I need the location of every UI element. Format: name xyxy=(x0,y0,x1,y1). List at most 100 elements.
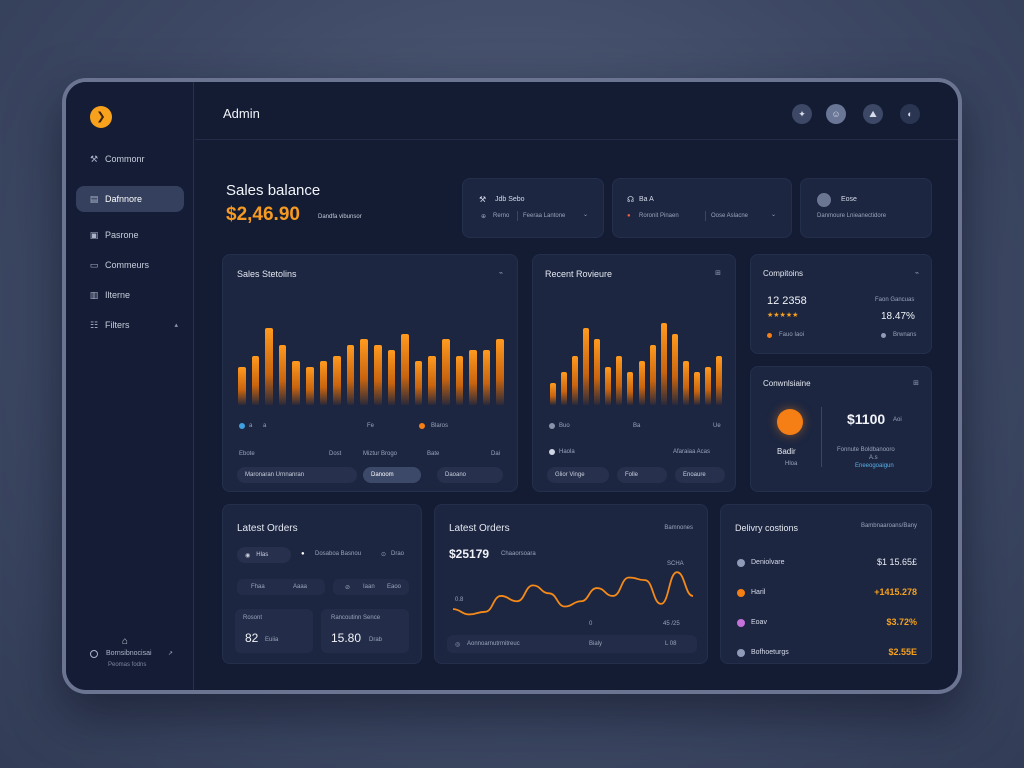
period-select[interactable]: Bamnones xyxy=(664,525,693,531)
bar xyxy=(442,339,450,405)
filter-pill-active[interactable]: Danoom xyxy=(363,467,421,483)
legend-dot xyxy=(239,423,245,429)
delivery-row-label[interactable]: Bofhoeturgs xyxy=(751,649,789,656)
summary-card-3[interactable]: Eose Danmoure Lnieanectidore xyxy=(800,178,932,238)
balance-subtitle: Dandfa vibunsor xyxy=(318,214,362,220)
stat-label: Rosont xyxy=(243,615,263,621)
legend-label: a xyxy=(263,423,267,429)
balance-title: Sales balance xyxy=(226,182,321,199)
period-select[interactable]: Bambnaaroans/Bany xyxy=(860,523,917,529)
card-title: Delivry costions xyxy=(735,523,799,533)
bar xyxy=(306,366,314,405)
dashboard-screen: ❯ ⚒ Commonr ▤ Dafnnore ▣ Pasrone ▭ Comme… xyxy=(66,82,958,690)
bar xyxy=(401,333,409,405)
bar xyxy=(627,372,634,405)
user-name: Bornsibnocisai xyxy=(106,650,152,657)
bar xyxy=(496,339,504,405)
card-title: Latest Orders xyxy=(449,523,510,534)
tab-group-left[interactable] xyxy=(237,579,325,595)
row-label: Dai xyxy=(491,451,501,457)
complaints-percent: 18.47% xyxy=(881,311,915,322)
conversion-line: A.s xyxy=(869,455,878,461)
tab-group-right[interactable] xyxy=(333,579,409,595)
sidebar-item-pasrone[interactable]: ▣ Pasrone xyxy=(76,222,184,248)
axis-label: 0.8 xyxy=(455,597,464,603)
options-icon[interactable]: ⌁ xyxy=(914,270,919,277)
latest-orders-chart-card: Latest Orders Bamnones $25179 Chaaorsoar… xyxy=(434,504,708,664)
orders-value-sub: Chaaorsoara xyxy=(501,551,536,557)
legend-label: a xyxy=(249,423,253,429)
filter-pill[interactable]: ◉ Hlas xyxy=(237,547,291,563)
delivery-row-label[interactable]: Haril xyxy=(751,589,766,596)
tab-label: Eaoo xyxy=(387,584,402,590)
summary-card-2[interactable]: ☊ Ba A ● Roronit Pinaen Oose Aslacne ⌄ xyxy=(612,178,792,238)
orders-line-chart xyxy=(453,571,693,616)
filter-pill[interactable]: Daoano xyxy=(437,467,503,483)
avatar[interactable]: ☺ xyxy=(826,104,846,124)
sidebar-item-commeurs[interactable]: ▭ Commeurs xyxy=(76,252,184,278)
filter-pill[interactable]: Enoaure xyxy=(675,467,725,483)
row-label: Dost xyxy=(329,451,342,457)
stat-unit: Euiia xyxy=(265,637,279,643)
chart-footer xyxy=(447,635,697,653)
sidebar-item-commonr[interactable]: ⚒ Commonr xyxy=(76,146,184,172)
mountain-icon[interactable]: ⛰ xyxy=(863,104,883,124)
bar xyxy=(683,361,690,405)
axis-label: 45 /25 xyxy=(663,621,680,627)
avatar xyxy=(817,193,831,207)
radio-icon[interactable]: ● xyxy=(301,551,305,557)
recent-reviews-card: Recent Rovieure ⊞ Buo Ba Ue Haola Afarai… xyxy=(532,254,736,492)
summary-card-line2: Oose Aslacne xyxy=(711,213,749,219)
delivery-row-dot xyxy=(737,619,745,627)
bar xyxy=(671,333,678,405)
theme-toggle-icon[interactable]: ◐ xyxy=(900,104,920,124)
filter-pill[interactable]: Glior Vinge xyxy=(547,467,609,483)
summary-card-line2: Danmoure Lnieanectidore xyxy=(817,213,887,219)
bar xyxy=(694,372,701,405)
complaints-card: Compitoins ⌁ 12 2358 ★★★★★ Faon Gancuas … xyxy=(750,254,932,354)
rating-stars: ★★★★★ xyxy=(767,312,799,319)
grid-icon[interactable]: ⊞ xyxy=(715,270,721,277)
summary-card-head: Eose xyxy=(841,196,857,203)
bar xyxy=(387,350,396,405)
delivery-row-label[interactable]: Deniolvare xyxy=(751,559,785,566)
toggle-icon: ◉ xyxy=(245,552,251,559)
summary-card-1[interactable]: ⚒ Jdb Sebo ⊕ Rerno Feeraa Lantone ⌄ xyxy=(462,178,604,238)
card-title: Recent Rovieure xyxy=(545,269,613,279)
delivery-row-label[interactable]: Eoav xyxy=(751,619,767,626)
bar xyxy=(582,328,589,405)
sidebar-item-label: Ilterne xyxy=(105,290,131,300)
bar xyxy=(428,355,436,405)
bar xyxy=(374,344,382,405)
chevron-down-icon[interactable]: ⌄ xyxy=(771,212,777,218)
summary-card-line1: Rerno xyxy=(493,213,510,219)
sidebar-item-dafnnore[interactable]: ▤ Dafnnore xyxy=(76,186,184,212)
summary-card-head: Jdb Sebo xyxy=(495,196,525,203)
row-label: Bate xyxy=(427,451,440,457)
sidebar-item-filters[interactable]: ☷ Filters ▴ xyxy=(76,312,184,338)
conversion-link[interactable]: Eneeogoaigun xyxy=(855,463,894,469)
bar xyxy=(333,355,341,405)
options-icon[interactable]: ⌁ xyxy=(498,270,503,277)
sidebar: ❯ ⚒ Commonr ▤ Dafnnore ▣ Pasrone ▭ Comme… xyxy=(66,82,194,690)
sidebar-item-ilterne[interactable]: ▥ Ilterne xyxy=(76,282,184,308)
home-icon[interactable]: ⌂ xyxy=(122,636,129,647)
bar xyxy=(265,328,273,405)
plus-icon: ⊕ xyxy=(481,214,487,220)
filter-label: Dosaboa Basnou xyxy=(315,551,362,557)
app-logo-icon[interactable]: ❯ xyxy=(90,106,112,128)
footer-label: Aonnoarnutrmitreuc xyxy=(467,641,520,647)
bar xyxy=(414,361,423,405)
legend-label: Fe xyxy=(367,423,375,429)
grid-icon[interactable]: ⊞ xyxy=(913,380,919,387)
filter-pill[interactable]: Folle xyxy=(617,467,667,483)
bar xyxy=(251,355,260,405)
bar xyxy=(705,366,712,405)
settings-icon[interactable]: ✦ xyxy=(792,104,812,124)
settings-icon[interactable]: ⊙ xyxy=(381,552,387,558)
comments-icon: ▭ xyxy=(89,259,99,270)
filter-pill[interactable]: Maronaran Urnnanran xyxy=(237,467,357,483)
chevron-down-icon[interactable]: ⌄ xyxy=(583,212,589,218)
legend-dot xyxy=(419,423,425,429)
stat-value: 15.80 xyxy=(331,631,362,645)
